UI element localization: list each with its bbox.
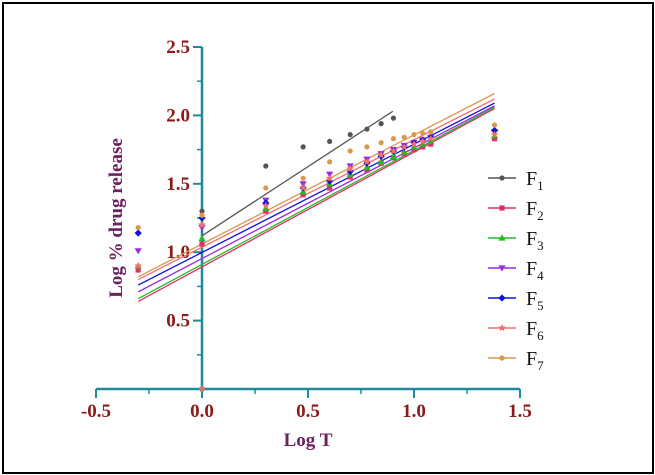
data-point-f6 bbox=[261, 201, 270, 209]
fit-line-f3 bbox=[137, 106, 495, 300]
data-point-f1 bbox=[300, 144, 306, 150]
legend-label-f5: F5 bbox=[526, 288, 544, 313]
data-point-f7 bbox=[491, 122, 498, 128]
data-point-f3 bbox=[427, 137, 435, 144]
data-point-f2 bbox=[300, 192, 306, 198]
data-point-f2 bbox=[428, 141, 434, 147]
data-point-f5 bbox=[326, 177, 334, 185]
fit-line-f7 bbox=[137, 92, 495, 278]
data-point-f7 bbox=[327, 159, 333, 165]
data-point-f3 bbox=[262, 204, 270, 212]
legend-label-f1: F1 bbox=[526, 168, 544, 193]
y-axis-label: Log % drug release bbox=[106, 138, 127, 298]
data-point-f5 bbox=[490, 126, 499, 135]
fit-line-f2 bbox=[137, 107, 495, 303]
data-point-f6 bbox=[426, 134, 435, 142]
legend-marker-f4 bbox=[498, 265, 506, 272]
y-tick-label: 0.5 bbox=[166, 311, 190, 332]
data-point-f6 bbox=[410, 140, 418, 148]
fit-line-f5 bbox=[137, 102, 495, 286]
data-point-f6 bbox=[400, 142, 409, 151]
y-tick-label: 1.5 bbox=[166, 174, 190, 195]
data-point-f5 bbox=[134, 229, 142, 237]
data-point-f3 bbox=[299, 188, 307, 195]
data-point-f7 bbox=[401, 134, 407, 140]
data-point-f6 bbox=[299, 183, 307, 192]
data-point-f1 bbox=[263, 163, 269, 169]
legend-label-f4: F4 bbox=[526, 258, 544, 283]
data-point-f6 bbox=[490, 130, 499, 138]
data-point-f2 bbox=[263, 208, 269, 214]
data-point-f1 bbox=[327, 138, 333, 144]
data-point-f2 bbox=[135, 267, 141, 273]
x-tick-label: 0.0 bbox=[190, 401, 214, 422]
data-point-f2 bbox=[199, 241, 205, 247]
data-point-f1 bbox=[347, 131, 353, 138]
data-point-f6 bbox=[198, 220, 206, 229]
data-point-f2 bbox=[491, 136, 498, 142]
data-point-f7 bbox=[420, 130, 426, 136]
data-point-f6 bbox=[325, 174, 334, 182]
data-point-f3 bbox=[389, 152, 398, 160]
data-point-f7 bbox=[300, 175, 306, 181]
data-point-f1 bbox=[364, 126, 370, 132]
data-point-f4 bbox=[134, 248, 142, 255]
legend-marker-f5 bbox=[498, 294, 506, 302]
x-tick-label: 0.5 bbox=[296, 401, 320, 422]
data-point-f7 bbox=[347, 148, 353, 154]
legend-label-f7: F7 bbox=[526, 348, 544, 373]
data-point-f2 bbox=[420, 144, 426, 150]
data-point-f7 bbox=[411, 131, 417, 138]
data-point-f6 bbox=[363, 157, 371, 166]
fit-line-f1 bbox=[201, 110, 394, 237]
legend-marker-f3 bbox=[498, 234, 506, 241]
data-point-f6 bbox=[346, 164, 355, 173]
data-point-f3 bbox=[410, 143, 418, 150]
data-point-f1 bbox=[199, 208, 205, 214]
data-point-f6 bbox=[134, 261, 143, 270]
x-axis-label: Log T bbox=[284, 430, 333, 451]
data-point-f3 bbox=[419, 140, 427, 147]
data-point-f3 bbox=[198, 234, 206, 242]
data-point-f2 bbox=[364, 167, 370, 173]
data-point-f2 bbox=[411, 147, 417, 153]
x-tick-label: 1.5 bbox=[508, 401, 532, 422]
data-point-f7 bbox=[378, 140, 384, 146]
data-point-f6 bbox=[377, 151, 385, 159]
fit-line-f6 bbox=[137, 98, 495, 281]
data-point-f7 bbox=[364, 144, 370, 150]
data-point-f7 bbox=[428, 129, 434, 135]
data-point-f7 bbox=[135, 224, 141, 231]
x-tick-label: -0.5 bbox=[81, 401, 111, 422]
data-point-f1 bbox=[390, 115, 397, 121]
data-point-f7 bbox=[263, 185, 269, 191]
data-point-f3 bbox=[363, 163, 371, 170]
legend-marker-f1 bbox=[499, 175, 505, 181]
x-tick-label: 1.0 bbox=[402, 401, 426, 422]
data-point-f2 bbox=[347, 174, 353, 180]
data-point-f6 bbox=[389, 146, 398, 155]
legend-label-f2: F2 bbox=[526, 198, 544, 223]
legend-marker-f2 bbox=[499, 205, 505, 211]
legend-label-f6: F6 bbox=[526, 318, 544, 343]
data-point-f7 bbox=[199, 212, 205, 218]
y-tick-label: 2.5 bbox=[166, 37, 190, 58]
data-point-f6 bbox=[418, 137, 427, 145]
legend-marker-f6 bbox=[498, 323, 506, 332]
data-point-f3 bbox=[377, 158, 385, 165]
data-point-f1 bbox=[378, 121, 384, 127]
origin-marker bbox=[199, 386, 205, 392]
data-point-f3 bbox=[400, 148, 408, 155]
y-tick-label: 2.0 bbox=[166, 105, 190, 126]
legend-marker-f7 bbox=[499, 355, 505, 361]
y-tick-label: 1.0 bbox=[166, 242, 190, 263]
fit-line-f4 bbox=[137, 105, 495, 293]
data-point-f2 bbox=[327, 185, 333, 191]
legend-label-f3: F3 bbox=[526, 228, 544, 253]
data-point-f7 bbox=[390, 136, 397, 142]
